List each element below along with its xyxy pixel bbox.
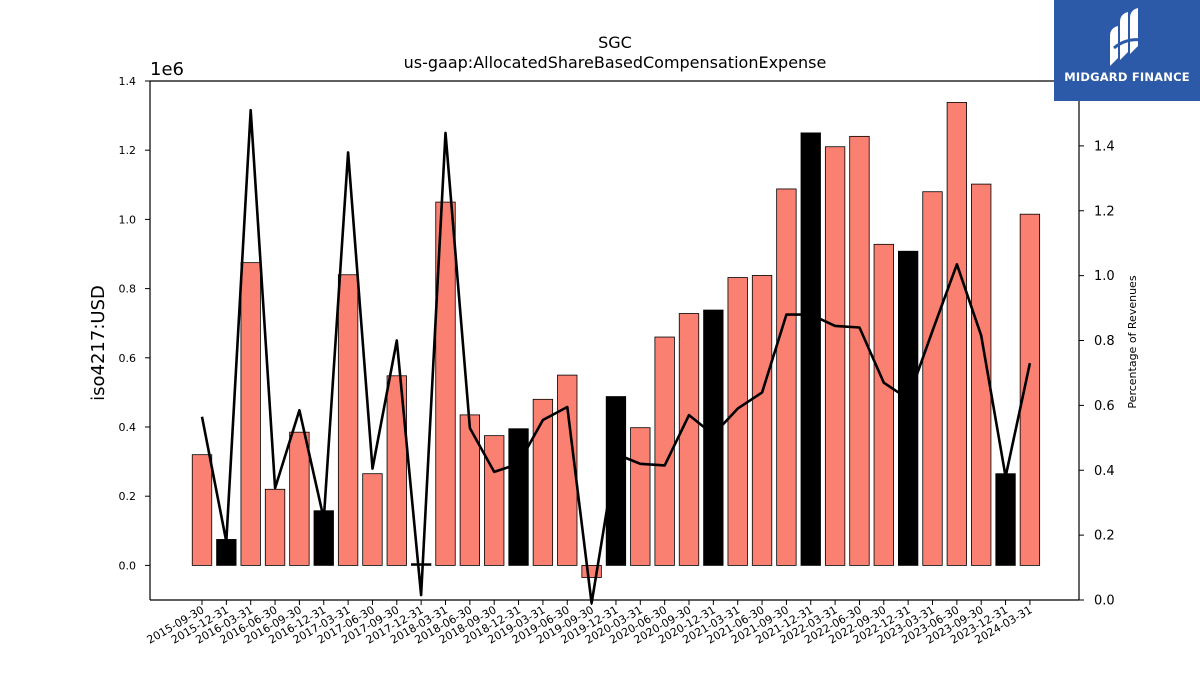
chart-subtitle: us-gaap:AllocatedShareBasedCompensationE… bbox=[404, 53, 827, 72]
bar-2023-09-30 bbox=[971, 183, 992, 566]
bar-2022-09-30 bbox=[873, 243, 894, 566]
y2-tick-label: 0.6 bbox=[1094, 399, 1115, 414]
bar-2019-12-31 bbox=[605, 396, 627, 566]
axes-layer: 0.0 0.2 0.4 0.6 0.8 1.0 1.2 1.4 0.0 0.2 0.4 0.6 0.8 1… bbox=[119, 75, 1115, 647]
bar-2021-03-31 bbox=[727, 277, 748, 566]
y-tick-label: 0.0 bbox=[119, 559, 137, 572]
y-tick-label: 1.2 bbox=[119, 144, 137, 157]
y-tick-label: 1.4 bbox=[119, 75, 137, 88]
y-tick-label: 0.2 bbox=[119, 490, 137, 503]
bar-2018-06-30 bbox=[459, 414, 481, 566]
bar-2024-03-31 bbox=[1019, 213, 1041, 566]
y-axis-label: iso4217:USD bbox=[88, 285, 109, 401]
y-tick-label: 0.4 bbox=[119, 421, 137, 434]
bar-2019-03-31 bbox=[532, 398, 554, 566]
bar-2017-09-30 bbox=[386, 375, 407, 566]
bar-2022-03-31 bbox=[824, 146, 846, 566]
y-multiplier-label: 1e6 bbox=[150, 59, 184, 80]
bar-2023-12-31 bbox=[995, 473, 1016, 566]
bar-2020-03-31 bbox=[630, 427, 651, 566]
bar-2017-06-30 bbox=[362, 473, 383, 566]
bar-2017-12-31 bbox=[410, 563, 432, 566]
bar-2019-06-30 bbox=[557, 374, 578, 566]
y2-axis-label: Percentage of Revenues bbox=[1126, 275, 1139, 408]
bar-2023-06-30 bbox=[946, 102, 967, 566]
bar-2021-06-30 bbox=[751, 275, 773, 566]
bar-2017-03-31 bbox=[337, 274, 359, 566]
bar-2016-09-30 bbox=[289, 431, 310, 566]
brand-logo-text: MIDGARD FINANCE bbox=[1064, 70, 1190, 84]
bar-2016-03-31 bbox=[240, 262, 261, 566]
bar-2016-06-30 bbox=[264, 488, 286, 566]
line-layer bbox=[200, 108, 1032, 605]
y-tick-label: 1.0 bbox=[119, 213, 137, 226]
y2-tick-label: 1.2 bbox=[1094, 204, 1115, 219]
y-tick-label: 0.6 bbox=[119, 352, 137, 365]
bar-2020-12-31 bbox=[703, 309, 724, 566]
bar-2018-12-31 bbox=[508, 428, 529, 566]
brand-logo: MIDGARD FINANCE bbox=[1054, 0, 1200, 101]
bars-layer bbox=[191, 102, 1041, 578]
bar-2021-12-31 bbox=[800, 132, 821, 566]
bar-2018-03-31 bbox=[435, 201, 456, 566]
bar-2020-09-30 bbox=[678, 313, 700, 566]
percentage-line bbox=[200, 108, 1032, 605]
bar-2020-06-30 bbox=[654, 336, 675, 566]
y2-tick-label: 0.4 bbox=[1094, 464, 1115, 479]
bar-2021-09-30 bbox=[776, 188, 797, 566]
y2-tick-label: 0.0 bbox=[1094, 594, 1115, 609]
y2-tick-label: 1.4 bbox=[1094, 139, 1115, 154]
bar-2018-09-30 bbox=[484, 435, 505, 566]
bar-2023-03-31 bbox=[922, 191, 943, 566]
bar-2015-09-30 bbox=[191, 454, 213, 566]
y2-tick-label: 1.0 bbox=[1094, 269, 1115, 284]
chart-title: SGC bbox=[598, 33, 632, 52]
y2-tick-label: 0.8 bbox=[1094, 334, 1115, 349]
y-tick-label: 0.8 bbox=[119, 283, 137, 296]
bar-2022-06-30 bbox=[849, 135, 870, 566]
bar-2022-12-31 bbox=[898, 250, 919, 566]
bar-2015-12-31 bbox=[216, 539, 237, 566]
y2-tick-label: 0.2 bbox=[1094, 529, 1115, 544]
midgard-logo-icon bbox=[1110, 8, 1143, 66]
